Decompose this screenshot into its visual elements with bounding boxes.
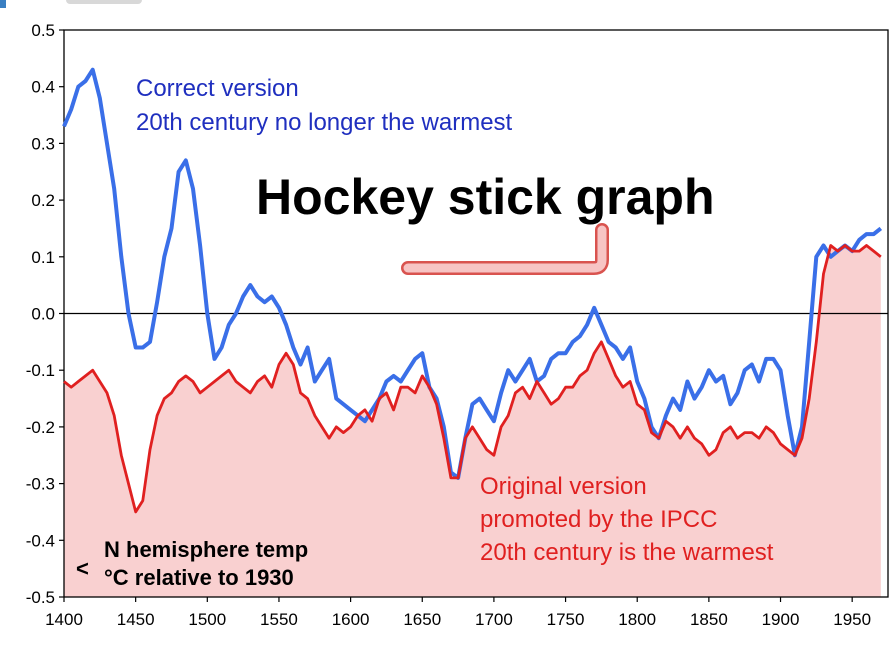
axes: 0.5 0.4 0.3 0.2 0.1 0.0 -0.1 -0.2 -0.3 -0.4 -0.5 14… (26, 21, 889, 629)
original-label-line3: 20th century is the warmest (480, 539, 774, 566)
original-label-line2: promoted by the IPCC (480, 506, 717, 533)
correct-label-line2: 20th century no longer the warmest (136, 109, 513, 136)
y-tick-label: 0.4 (31, 78, 55, 97)
axis-label-line2: °C relative to 1930 (104, 565, 294, 590)
chart-annotation-title: Hockey stick graph (256, 169, 715, 225)
y-tick-label: 0.2 (31, 191, 55, 210)
hockey-stick-icon-inner (403, 225, 607, 273)
y-tick-label: -0.1 (26, 361, 55, 380)
x-tick-label: 1700 (475, 610, 513, 629)
original-series-fill (64, 245, 881, 597)
y-tick-label: 0.3 (31, 134, 55, 153)
original-label-line1: Original version (480, 473, 647, 500)
y-tick-label: 0.0 (31, 305, 55, 324)
x-tick-label: 1900 (762, 610, 800, 629)
x-tick-label: 1950 (833, 610, 871, 629)
y-tick-label: -0.3 (26, 475, 55, 494)
y-tick-label: -0.5 (26, 588, 55, 607)
y-tick-label: 0.5 (31, 21, 55, 40)
corner-tab-gray (66, 0, 142, 4)
y-tick-label: 0.1 (31, 248, 55, 267)
corner-tab-blue (0, 0, 6, 8)
x-tick-label: 1550 (260, 610, 298, 629)
axis-label-line1: N hemisphere temp (104, 537, 308, 562)
x-tick-label: 1600 (332, 610, 370, 629)
x-tick-label: 1450 (117, 610, 155, 629)
correct-version-line (62, 67, 883, 480)
x-tick-label: 1800 (618, 610, 656, 629)
y-tick-label: -0.2 (26, 418, 55, 437)
x-tick-label: 1400 (45, 610, 83, 629)
x-tick-label: 1500 (188, 610, 226, 629)
x-tick-label: 1650 (403, 610, 441, 629)
original-version-line (63, 244, 882, 514)
x-tick-label: 1850 (690, 610, 728, 629)
correct-label-line1: Correct version (136, 75, 299, 102)
axis-arrow: < (76, 556, 89, 581)
y-tick-label: -0.4 (26, 531, 55, 550)
x-tick-label: 1750 (547, 610, 585, 629)
